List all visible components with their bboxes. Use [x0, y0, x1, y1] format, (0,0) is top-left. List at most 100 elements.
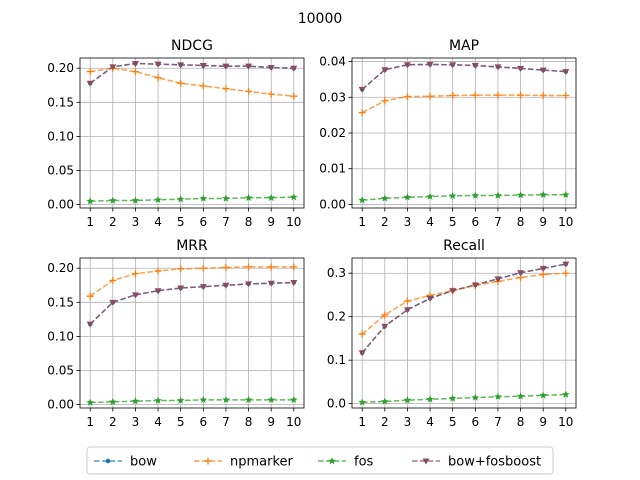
y-tick-label: 0.10	[47, 129, 74, 143]
data-point-bow-fosboost-6	[471, 63, 479, 69]
series-bow-fosboost	[86, 280, 298, 328]
y-tick-label: 0.02	[319, 126, 346, 140]
data-point-npmarker-1	[358, 109, 366, 117]
data-point-npmarker-3	[131, 68, 139, 76]
x-tick-label: 6	[471, 415, 479, 429]
data-point-fos-6	[471, 191, 480, 199]
data-point-bow-fosboost-8	[245, 281, 253, 288]
data-point-fos-8	[244, 193, 253, 202]
x-tick-label: 5	[449, 415, 457, 429]
series-line-fos	[362, 194, 566, 201]
data-point-bow-fosboost-7	[222, 282, 230, 289]
data-point-bow-fosboost-9	[267, 65, 275, 72]
data-point-fos-5	[176, 195, 185, 203]
x-tick-label: 10	[558, 415, 573, 429]
y-tick-label: 0.00	[47, 198, 74, 212]
legend-marker-fos	[328, 457, 336, 465]
x-tick-label: 2	[381, 415, 389, 429]
data-point-fos-4	[154, 396, 162, 404]
series-fos	[86, 395, 298, 406]
x-tick-label: 3	[404, 215, 412, 229]
data-point-bow-fosboost-5	[177, 285, 185, 292]
data-point-fos-6	[199, 395, 208, 404]
data-point-bow-fosboost-2	[381, 67, 389, 74]
x-tick-label: 9	[539, 215, 547, 229]
data-point-bow-fosboost-4	[426, 61, 434, 68]
y-tick-label: 0.15	[47, 95, 74, 109]
data-point-fos-9	[539, 190, 547, 199]
series-bow	[359, 261, 569, 356]
series-npmarker	[86, 64, 298, 100]
axes-frame	[79, 257, 305, 409]
series-line-bow-fosboost	[361, 63, 566, 90]
data-point-fos-3	[403, 193, 412, 201]
data-point-bow-fosboost-10	[290, 280, 298, 287]
data-point-fos-3	[131, 397, 140, 405]
y-tick-label: 0.0	[327, 397, 346, 411]
x-tick-label: 10	[558, 215, 573, 229]
data-point-npmarker-2	[381, 97, 389, 105]
data-point-fos-8	[244, 395, 253, 404]
series-line-npmarker	[361, 272, 566, 335]
data-point-bow-fosboost-10	[562, 69, 570, 76]
data-point-fos-8	[516, 191, 525, 199]
series-bow-fosboost	[358, 261, 570, 357]
series-line-bow-fosboost	[89, 281, 294, 325]
data-point-fos-7	[494, 392, 502, 400]
data-point-npmarker-4	[154, 74, 162, 82]
series-npmarker	[86, 263, 298, 300]
data-point-npmarker-1	[86, 68, 94, 76]
data-point-npmarker-5	[177, 79, 185, 87]
data-point-bow-fosboost-1	[86, 80, 94, 87]
data-point-bow-fosboost-6	[199, 63, 207, 69]
x-tick-label: 4	[426, 215, 434, 229]
x-tick-label: 1	[358, 215, 366, 229]
legend-label: fos	[354, 455, 374, 470]
x-tick-label: 8	[245, 415, 253, 429]
x-tick-label: 9	[267, 215, 275, 229]
data-point-bow-fosboost-10	[562, 261, 570, 268]
x-tick-label: 2	[109, 415, 117, 429]
x-tick-label: 1	[86, 415, 94, 429]
series-line-npmarker	[361, 94, 566, 114]
series-bow-fosboost	[358, 61, 570, 93]
y-tick-label: 0.15	[47, 295, 74, 309]
data-point-npmarker-7	[222, 264, 230, 272]
data-point-npmarker-6	[471, 91, 479, 99]
data-point-npmarker-2	[109, 277, 117, 284]
series-line-bow	[361, 263, 566, 354]
y-tick-label: 0.2	[327, 310, 346, 324]
series-line-fos	[362, 393, 566, 404]
data-point-bow-fosboost-10	[290, 65, 298, 72]
x-tick-label: 10	[286, 415, 301, 429]
data-point-fos-2	[109, 397, 117, 406]
x-tick-label: 7	[494, 215, 502, 229]
subplot-title: MAP	[449, 38, 479, 54]
data-point-fos-1	[358, 398, 366, 406]
x-tick-label: 6	[471, 215, 479, 229]
x-tick-label: 2	[381, 215, 389, 229]
data-point-npmarker-9	[267, 263, 275, 271]
data-point-bow-fosboost-6	[471, 282, 479, 289]
data-point-bow-fosboost-9	[539, 67, 547, 74]
subplot-title: Recall	[443, 238, 485, 254]
data-point-npmarker-3	[403, 297, 411, 305]
series-bow-fosboost	[86, 60, 298, 87]
data-point-bow-fosboost-5	[449, 288, 457, 295]
series-fos	[358, 390, 570, 406]
legend-marker-bow-fosboost	[422, 458, 430, 465]
x-tick-label: 1	[86, 215, 94, 229]
data-point-bow-fosboost-5	[449, 62, 457, 69]
x-tick-label: 3	[132, 415, 140, 429]
data-point-bow-fosboost-4	[426, 295, 434, 302]
data-point-fos-4	[154, 195, 162, 204]
data-point-npmarker-1	[86, 292, 94, 300]
x-tick-label: 9	[539, 415, 547, 429]
data-point-fos-8	[516, 392, 525, 400]
series-npmarker	[358, 91, 570, 117]
subplot-title: NDCG	[171, 38, 213, 54]
data-point-bow-fosboost-7	[494, 276, 502, 283]
series-line-bow-fosboost	[361, 263, 566, 354]
x-tick-label: 7	[222, 215, 230, 229]
